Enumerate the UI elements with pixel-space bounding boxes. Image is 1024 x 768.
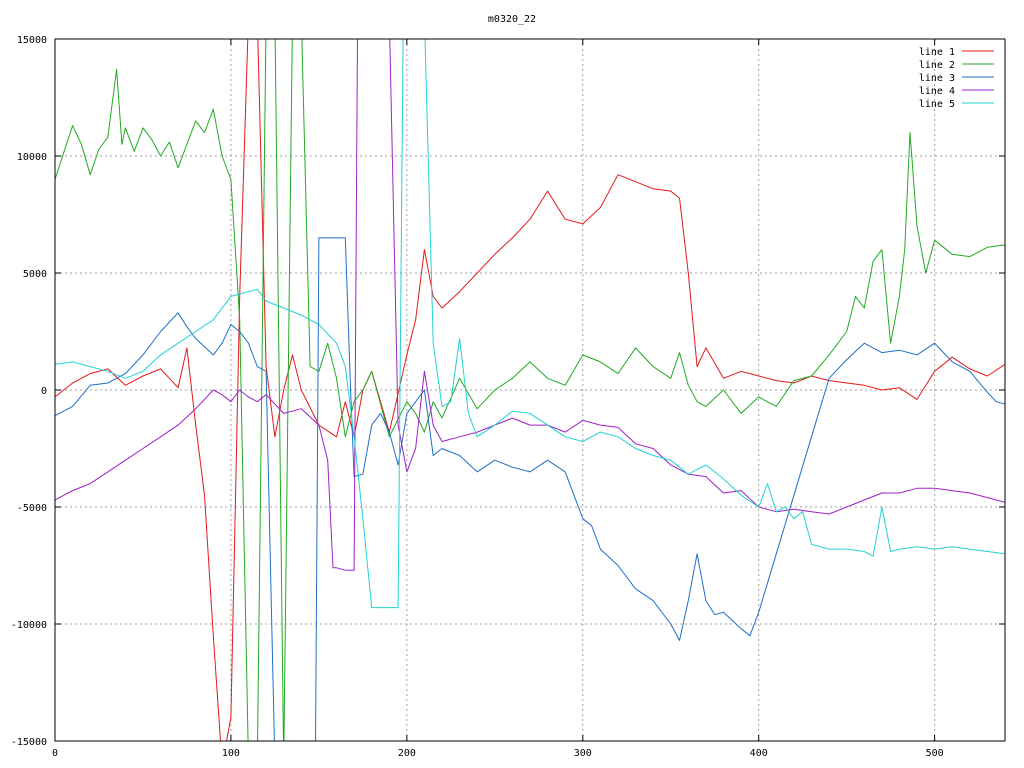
series-line-5 (55, 39, 1005, 609)
y-tick-label: -15000 (11, 737, 47, 748)
y-tick-label: 5000 (23, 269, 47, 280)
series-layer (55, 39, 1005, 741)
grid (55, 39, 1005, 741)
series-line-3 (55, 237, 1005, 741)
legend-label: line 4 (919, 86, 955, 97)
chart-title: m0320_22 (488, 14, 536, 25)
series-line-4 (55, 39, 1005, 571)
x-tick-label: 300 (574, 748, 592, 759)
y-tick-label: -5000 (17, 503, 47, 514)
y-tick-label: 10000 (17, 152, 47, 163)
x-tick-label: 100 (222, 748, 240, 759)
y-tick-label: 0 (41, 386, 47, 397)
series-line-2 (55, 39, 1005, 741)
x-tick-label: 200 (398, 748, 416, 759)
x-tick-label: 0 (52, 748, 58, 759)
legend-label: line 5 (919, 99, 955, 110)
y-axis: -15000 -10000 -5000 0 5000 10000 15000 (11, 35, 1005, 748)
y-tick-label: -10000 (11, 620, 47, 631)
x-tick-label: 400 (750, 748, 768, 759)
y-tick-label: 15000 (17, 35, 47, 46)
x-tick-label: 500 (926, 748, 944, 759)
legend-label: line 1 (919, 47, 955, 58)
legend-label: line 3 (919, 73, 955, 84)
legend-label: line 2 (919, 60, 955, 71)
plot-frame (54, 38, 1006, 742)
legend: line 1 line 2 line 3 line 4 line 5 (919, 47, 994, 110)
